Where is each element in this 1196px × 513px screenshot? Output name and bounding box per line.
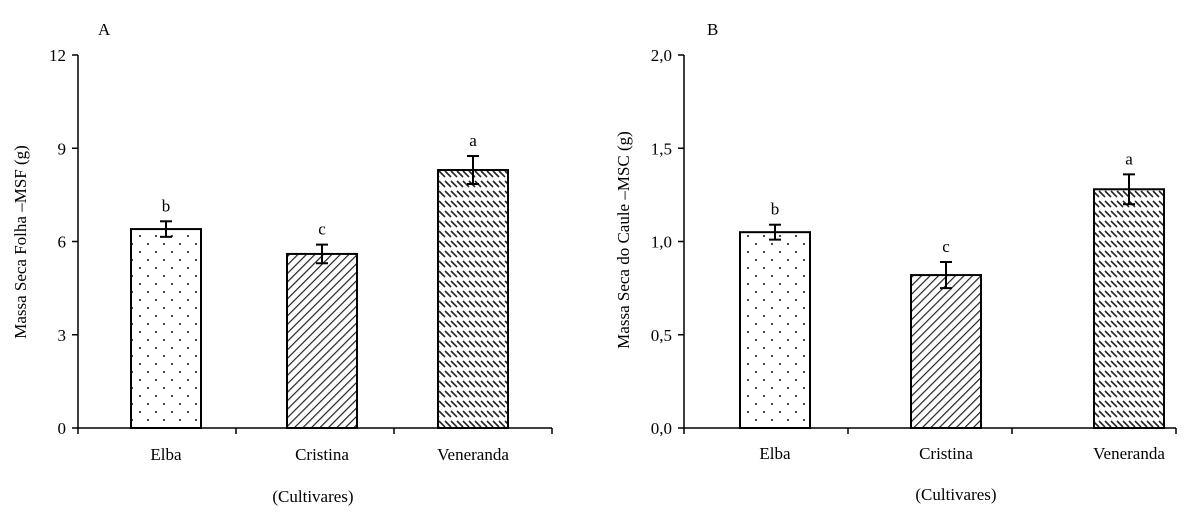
panel-b-significance-label: a xyxy=(1125,149,1133,168)
panel-b-x-axis-title: (Cultivares) xyxy=(915,485,996,504)
panel-a-xticks: Elba Cristina Veneranda xyxy=(77,428,553,464)
panel-b-category-label: Veneranda xyxy=(1093,444,1165,463)
panel-b-letter: B xyxy=(707,20,718,39)
panel-a-ytick-label: 9 xyxy=(58,139,67,158)
panel-b-ytick-label: 0,5 xyxy=(651,326,672,345)
panel-a: A b c a 0 3 6 9 12 Elba Cristina Veneranda Massa… xyxy=(11,20,553,506)
panel-b-ytick-label: 0,0 xyxy=(651,419,672,438)
panel-a-significance-label: c xyxy=(318,220,326,239)
panel-b-bar-cristina xyxy=(910,274,982,429)
panel-b-ytick-label: 1,5 xyxy=(651,139,672,158)
panel-b-yticks: 0,0 0,5 1,0 1,5 2,0 xyxy=(651,46,684,438)
panel-b-ytick-label: 1,0 xyxy=(651,233,672,252)
panel-a-letter: A xyxy=(98,20,111,39)
panel-b-bar-elba xyxy=(739,231,811,429)
panel-a-significance-label: b xyxy=(162,196,171,215)
panel-b-significance-label: c xyxy=(942,237,950,256)
panel-a-ytick-label: 3 xyxy=(58,326,67,345)
panel-a-bar-veneranda xyxy=(437,169,509,429)
panel-b-ytick-label: 2,0 xyxy=(651,46,672,65)
panel-a-x-axis-title: (Cultivares) xyxy=(272,487,353,506)
panel-b-bars: b c a xyxy=(739,149,1165,429)
panel-a-ytick-label: 12 xyxy=(49,46,66,65)
panel-b-xticks: Elba Cristina Veneranda xyxy=(683,428,1177,463)
panel-a-bar-elba xyxy=(130,228,202,429)
panel-b-bar-veneranda xyxy=(1093,188,1165,429)
panel-b-category-label: Cristina xyxy=(919,444,973,463)
panel-a-category-label: Veneranda xyxy=(437,445,509,464)
panel-a-bars: b c a xyxy=(130,131,509,429)
panel-a-category-label: Elba xyxy=(150,445,182,464)
panel-b-significance-label: b xyxy=(771,200,780,219)
panel-a-ytick-label: 6 xyxy=(58,233,67,252)
panel-a-y-axis-title: Massa Seca Folha –MSF (g) xyxy=(11,145,30,339)
panel-a-bar-cristina xyxy=(286,252,358,429)
panel-a-ytick-label: 0 xyxy=(58,419,67,438)
panel-a-yticks: 0 3 6 9 12 xyxy=(49,46,78,438)
panel-b-category-label: Elba xyxy=(759,444,791,463)
panel-a-significance-label: a xyxy=(469,131,477,150)
panel-b: B b c a 0,0 0,5 1,0 1,5 2,0 Elba Cristina Venera… xyxy=(614,20,1177,504)
panel-b-y-axis-title: Massa Seca do Caule –MSC (g) xyxy=(614,131,633,349)
panel-a-category-label: Cristina xyxy=(295,445,349,464)
